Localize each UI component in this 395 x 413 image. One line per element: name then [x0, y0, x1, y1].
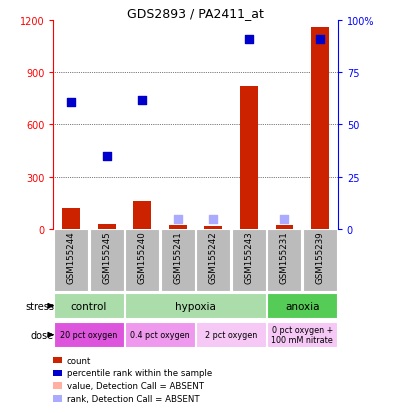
Bar — [311, 28, 329, 229]
Text: 20 pct oxygen: 20 pct oxygen — [60, 330, 117, 339]
Bar — [125, 293, 266, 319]
Point — [175, 216, 181, 223]
Bar — [54, 293, 124, 319]
Bar — [196, 229, 230, 291]
Point — [317, 36, 323, 43]
Text: value, Detection Call = ABSENT: value, Detection Call = ABSENT — [67, 381, 204, 390]
Text: GSM155241: GSM155241 — [173, 231, 182, 284]
Bar — [125, 322, 195, 348]
Text: anoxia: anoxia — [285, 301, 320, 311]
Text: dose: dose — [31, 330, 54, 340]
Point — [139, 97, 145, 104]
Text: GSM155239: GSM155239 — [316, 231, 324, 284]
Text: 0.4 pct oxygen: 0.4 pct oxygen — [130, 330, 190, 339]
Title: GDS2893 / PA2411_at: GDS2893 / PA2411_at — [127, 7, 264, 19]
Text: 0 pct oxygen +
100 mM nitrate: 0 pct oxygen + 100 mM nitrate — [271, 325, 333, 344]
Text: count: count — [67, 356, 91, 365]
Bar — [205, 227, 222, 229]
Text: hypoxia: hypoxia — [175, 301, 216, 311]
Text: GSM155242: GSM155242 — [209, 231, 218, 284]
Bar — [134, 202, 151, 229]
Bar — [267, 293, 337, 319]
Bar — [90, 229, 124, 291]
Bar — [196, 322, 266, 348]
Text: GSM155245: GSM155245 — [102, 231, 111, 284]
Bar — [169, 226, 186, 229]
Text: control: control — [71, 301, 107, 311]
Bar — [267, 322, 337, 348]
Text: rank, Detection Call = ABSENT: rank, Detection Call = ABSENT — [67, 394, 199, 403]
Bar — [62, 208, 80, 229]
Text: GSM155244: GSM155244 — [67, 231, 75, 284]
Bar — [125, 229, 159, 291]
Bar — [98, 224, 115, 229]
Bar — [161, 229, 195, 291]
Point — [246, 36, 252, 43]
Bar — [303, 229, 337, 291]
Point — [281, 216, 288, 223]
Text: percentile rank within the sample: percentile rank within the sample — [67, 368, 212, 377]
Text: 2 pct oxygen: 2 pct oxygen — [205, 330, 257, 339]
Point — [210, 216, 216, 223]
Bar — [276, 226, 293, 229]
Bar — [54, 322, 124, 348]
Bar — [267, 229, 301, 291]
Bar — [54, 229, 88, 291]
Bar — [232, 229, 266, 291]
Bar — [240, 87, 258, 229]
Text: stress: stress — [25, 301, 54, 311]
Text: GSM155243: GSM155243 — [245, 231, 253, 284]
Text: GSM155231: GSM155231 — [280, 231, 289, 284]
Point — [103, 153, 110, 159]
Point — [68, 99, 74, 106]
Text: GSM155240: GSM155240 — [138, 231, 147, 284]
